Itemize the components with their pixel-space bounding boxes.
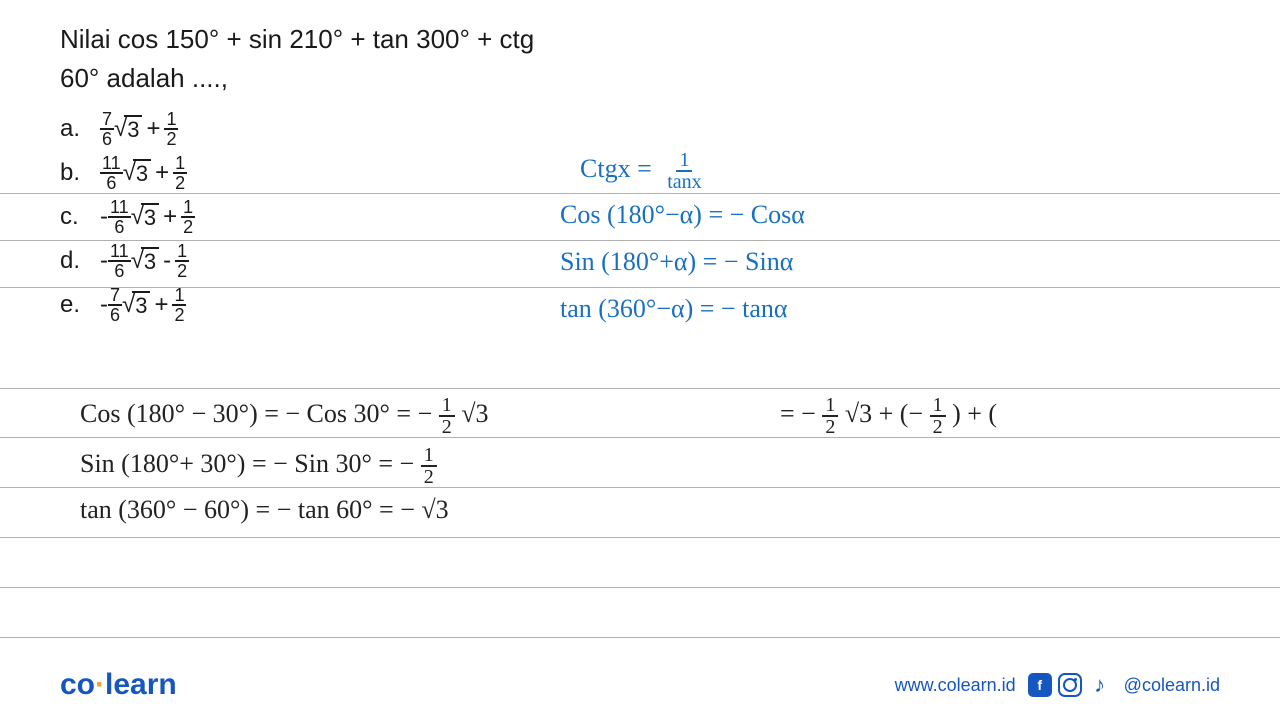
work-line-1-rhs: = − 12 √3 + (− 12 ) + ( [780,395,997,437]
option-expr: - 116 √3 - 12 [100,242,189,280]
page: Nilai cos 150° + sin 210° + tan 300° + c… [0,0,1280,720]
social-icons: f ♪ [1028,673,1112,697]
option-letter: c. [60,203,100,231]
instagram-icon [1058,673,1082,697]
brand-logo: co·learn [60,668,177,702]
option-letter: e. [60,291,100,319]
option-expr: 76 √3 + 12 [100,110,178,148]
work-line-3: tan (360° − 60°) = − tan 60° = − √3 [80,495,449,525]
footer-url: www.colearn.id [895,675,1016,696]
ruled-line [0,240,1280,241]
question-line-2: 60° adalah ...., [60,59,1220,98]
ruled-line [0,587,1280,588]
ruled-line [0,537,1280,538]
facebook-icon: f [1028,673,1052,697]
ruled-line [0,287,1280,288]
note-ctg-identity: Ctgx = 1tanx [580,150,705,192]
work-line-1: Cos (180° − 30°) = − Cos 30° = − 12 √3 [80,395,489,437]
note-sin-identity: Sin (180°+α) = − Sinα [560,247,793,277]
ruled-line [0,487,1280,488]
ruled-line [0,193,1280,194]
option-letter: b. [60,159,100,187]
work-line-2: Sin (180°+ 30°) = − Sin 30° = − 12 [80,445,437,487]
option-expr: 116 √3 + 12 [100,154,187,192]
ruled-line [0,637,1280,638]
option-letter: a. [60,115,100,143]
ruled-line [0,437,1280,438]
footer-right: www.colearn.id f ♪ @colearn.id [895,673,1220,697]
footer: co·learn www.colearn.id f ♪ @colearn.id [0,668,1280,702]
option-a: a. 76 √3 + 12 [60,110,1220,148]
tiktok-icon: ♪ [1088,673,1112,697]
question-line-1: Nilai cos 150° + sin 210° + tan 300° + c… [60,20,1220,59]
footer-handle: @colearn.id [1124,675,1220,696]
option-expr: - 76 √3 + 12 [100,286,186,324]
option-expr: - 116 √3 + 12 [100,198,195,236]
note-tan-identity: tan (360°−α) = − tanα [560,294,787,324]
option-letter: d. [60,247,100,275]
ruled-line [0,388,1280,389]
note-cos-identity: Cos (180°−α) = − Cosα [560,200,805,230]
